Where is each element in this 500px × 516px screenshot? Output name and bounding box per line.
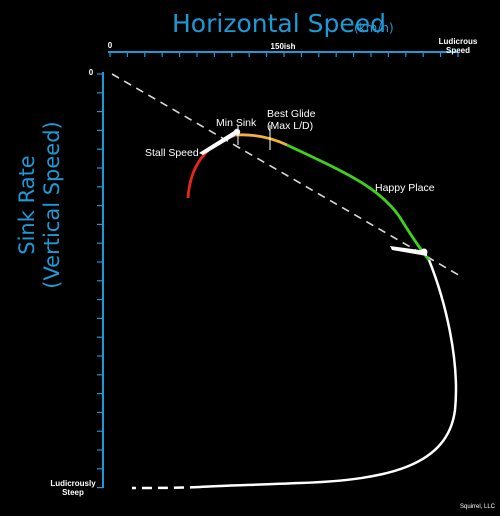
- curve-best-glide-segment: [235, 133, 288, 147]
- min-sink-label: Min Sink: [216, 117, 257, 129]
- y-axis: [97, 72, 104, 489]
- curve-happy-segment: [286, 143, 431, 261]
- y-tick-max-line2: Steep: [62, 488, 84, 497]
- x-axis-title: Horizontal Speed: [172, 9, 386, 38]
- y-axis-title-line2: (Vertical Speed): [40, 121, 64, 289]
- stall-speed-label: Stall Speed: [145, 147, 199, 159]
- curve-overspeed-segment: [199, 259, 458, 489]
- glider-min-sink-icon: [199, 128, 241, 155]
- curve-overspeed-dashed: [131, 485, 201, 490]
- curve-stall-segment: [186, 133, 237, 199]
- best-glide-tangent-line: [111, 73, 463, 278]
- glider-fast-icon: [390, 246, 428, 256]
- x-axis-units: (km/h): [354, 21, 394, 35]
- x-tick-zero: 0: [108, 41, 113, 50]
- best-glide-label-line1: Best Glide: [267, 108, 316, 120]
- x-axis: [108, 51, 459, 57]
- x-tick-150ish: 150ish: [271, 42, 296, 51]
- credit-text: Squirrel, LLC: [460, 504, 496, 510]
- y-tick-zero: 0: [89, 68, 94, 77]
- y-tick-max-line1: Ludicrously: [50, 479, 96, 488]
- y-axis-title-line1: Sink Rate: [15, 155, 39, 254]
- x-tick-max-line2: Speed: [446, 46, 470, 55]
- best-glide-label-line2: (Max L/D): [267, 120, 313, 132]
- happy-place-label: Happy Place: [375, 182, 435, 194]
- x-tick-max-line1: Ludicrous: [439, 37, 478, 46]
